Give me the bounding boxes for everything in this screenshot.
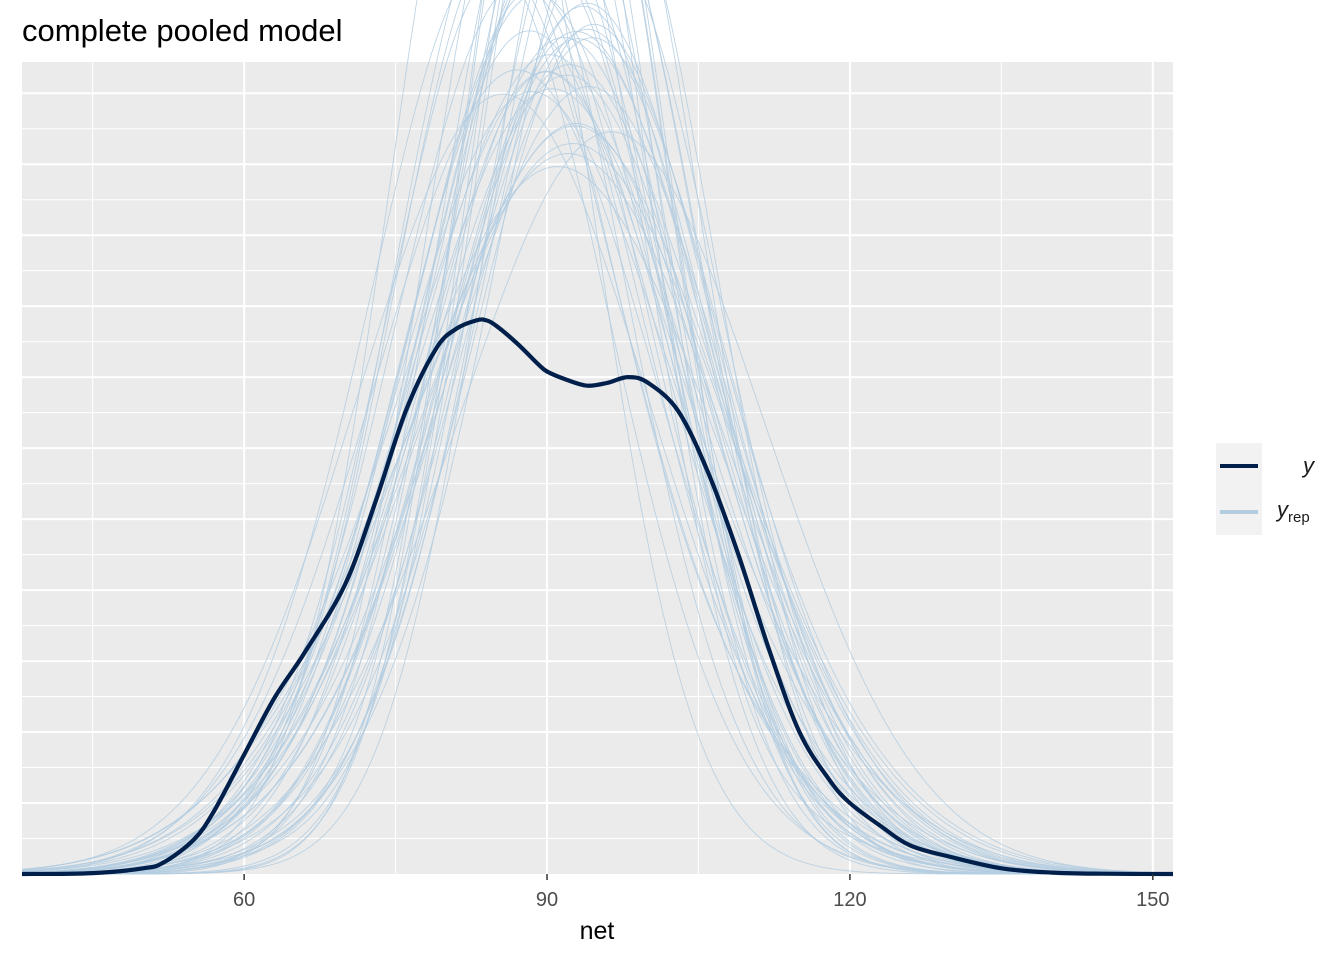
replicate-density-line bbox=[21, 69, 1173, 875]
replicate-density-line bbox=[22, 0, 1173, 875]
legend-label-y: y bbox=[1301, 453, 1316, 478]
observed-series bbox=[21, 317, 1174, 877]
replicate-density-line bbox=[21, 23, 1174, 874]
replicate-density-line bbox=[21, 71, 1174, 874]
plot-panel bbox=[22, 62, 1173, 874]
replicate-density-line bbox=[21, 166, 1173, 874]
x-axis-title: net bbox=[580, 917, 615, 945]
legend-key-background bbox=[1216, 443, 1262, 535]
chart-title: complete pooled model bbox=[22, 13, 343, 48]
replicate-density-line bbox=[21, 143, 1174, 874]
replicate-density-line bbox=[22, 0, 1173, 875]
legend-label-yrep: yrep bbox=[1275, 497, 1310, 526]
grid-lines bbox=[22, 62, 1173, 874]
replicate-series bbox=[21, 0, 1174, 875]
replicate-density-line bbox=[21, 2, 1174, 875]
replicate-density-line bbox=[22, 37, 1174, 875]
legend: y yrep bbox=[1216, 443, 1316, 535]
x-tick-label: 150 bbox=[1136, 889, 1169, 911]
replicate-density-line bbox=[21, 153, 1173, 875]
observed-density-line bbox=[21, 317, 1174, 877]
replicate-density-line bbox=[21, 64, 1174, 874]
x-tick-label: 90 bbox=[536, 889, 558, 911]
x-tick-label: 60 bbox=[233, 889, 255, 911]
replicate-density-line bbox=[21, 86, 1174, 875]
x-axis-ticks: 60 90 120 150 bbox=[233, 874, 1169, 911]
x-tick-label: 120 bbox=[833, 889, 866, 911]
replicate-density-line bbox=[21, 0, 1173, 875]
replicate-density-line bbox=[21, 0, 1173, 875]
